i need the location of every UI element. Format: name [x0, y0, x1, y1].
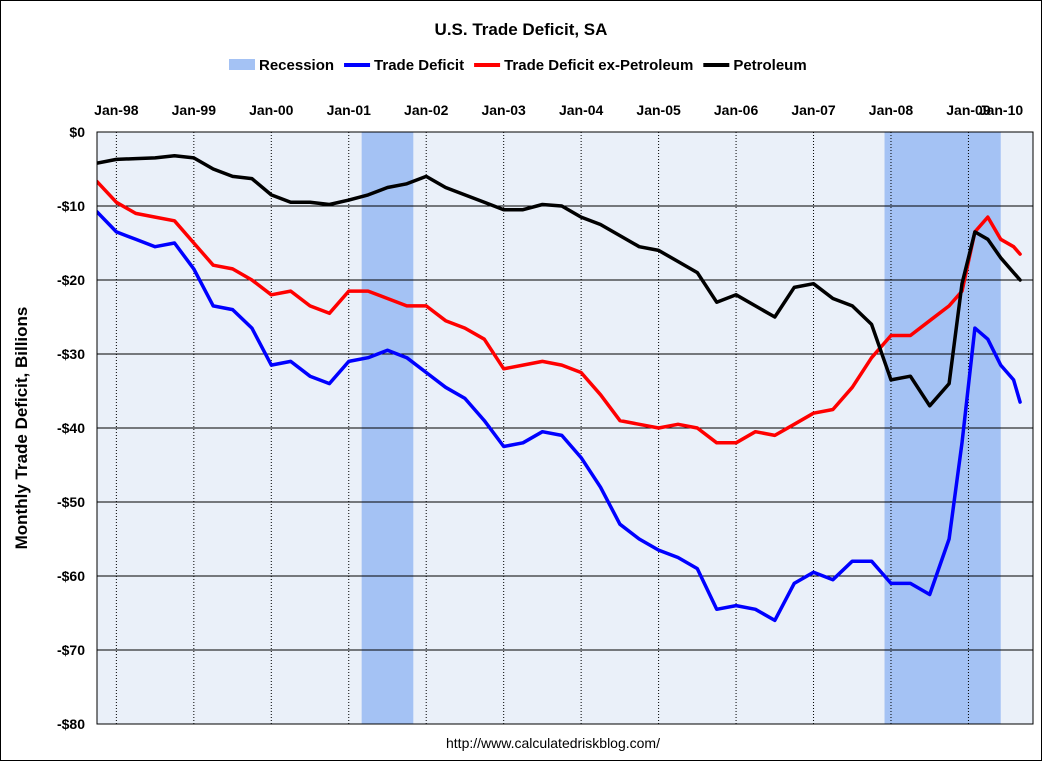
y-tick-label: $0: [69, 124, 85, 140]
y-tick-label: -$30: [57, 346, 85, 362]
legend-swatch-recession: [229, 59, 255, 70]
y-tick-label: -$60: [57, 568, 85, 584]
legend-label: Petroleum: [733, 57, 806, 74]
series-line-trade-deficit-ex-petroleum: [97, 179, 1022, 445]
series-line-petroleum: [97, 153, 1022, 408]
x-tick-label: Jan-08: [869, 102, 914, 118]
x-tick-label: Jan-05: [636, 102, 681, 118]
y-tick-label: -$50: [57, 494, 85, 510]
x-tick-label: Jan-02: [404, 102, 449, 118]
chart-title: U.S. Trade Deficit, SA: [435, 20, 608, 39]
x-tick-label: Jan-06: [714, 102, 759, 118]
plot-border: [96, 131, 1034, 725]
x-tick-label: Jan-00: [249, 102, 294, 118]
x-axis-ticks: Jan-98 Jan-99 Jan-00 Jan-01 Jan-02 Jan-03 Jan-…: [94, 102, 1023, 118]
y-tick-label: -$10: [57, 198, 85, 214]
y-tick-label: -$70: [57, 642, 85, 658]
x-tick-label: Jan-07: [791, 102, 836, 118]
x-tick-label: Jan-03: [481, 102, 526, 118]
y-tick-label: -$80: [57, 716, 85, 732]
y-axis-label: Monthly Trade Deficit, Billions: [12, 307, 31, 550]
legend-label: Trade Deficit ex-Petroleum: [504, 57, 693, 74]
y-tick-label: -$40: [57, 420, 85, 436]
series-line-trade-deficit: [97, 210, 1022, 623]
legend-label: Trade Deficit: [374, 57, 464, 74]
series-lines: [97, 153, 1022, 623]
x-tick-label: Jan-01: [327, 102, 372, 118]
x-tick-label: Jan-04: [559, 102, 604, 118]
y-axis-ticks: $0 -$10 -$20 -$30 -$40 -$50 -$60 -$70 -$80: [57, 124, 85, 732]
x-tick-label: Jan-09: [946, 102, 991, 118]
legend-label: Recession: [259, 57, 334, 74]
y-tick-label: -$20: [57, 272, 85, 288]
legend: Recession Trade Deficit Trade Deficit ex-P…: [229, 57, 807, 74]
source-url: http://www.calculatedriskblog.com/: [446, 735, 660, 751]
x-tick-label: Jan-99: [172, 102, 217, 118]
x-tick-label: Jan-98: [94, 102, 139, 118]
x-tick-label: Jan-10: [979, 102, 1024, 118]
